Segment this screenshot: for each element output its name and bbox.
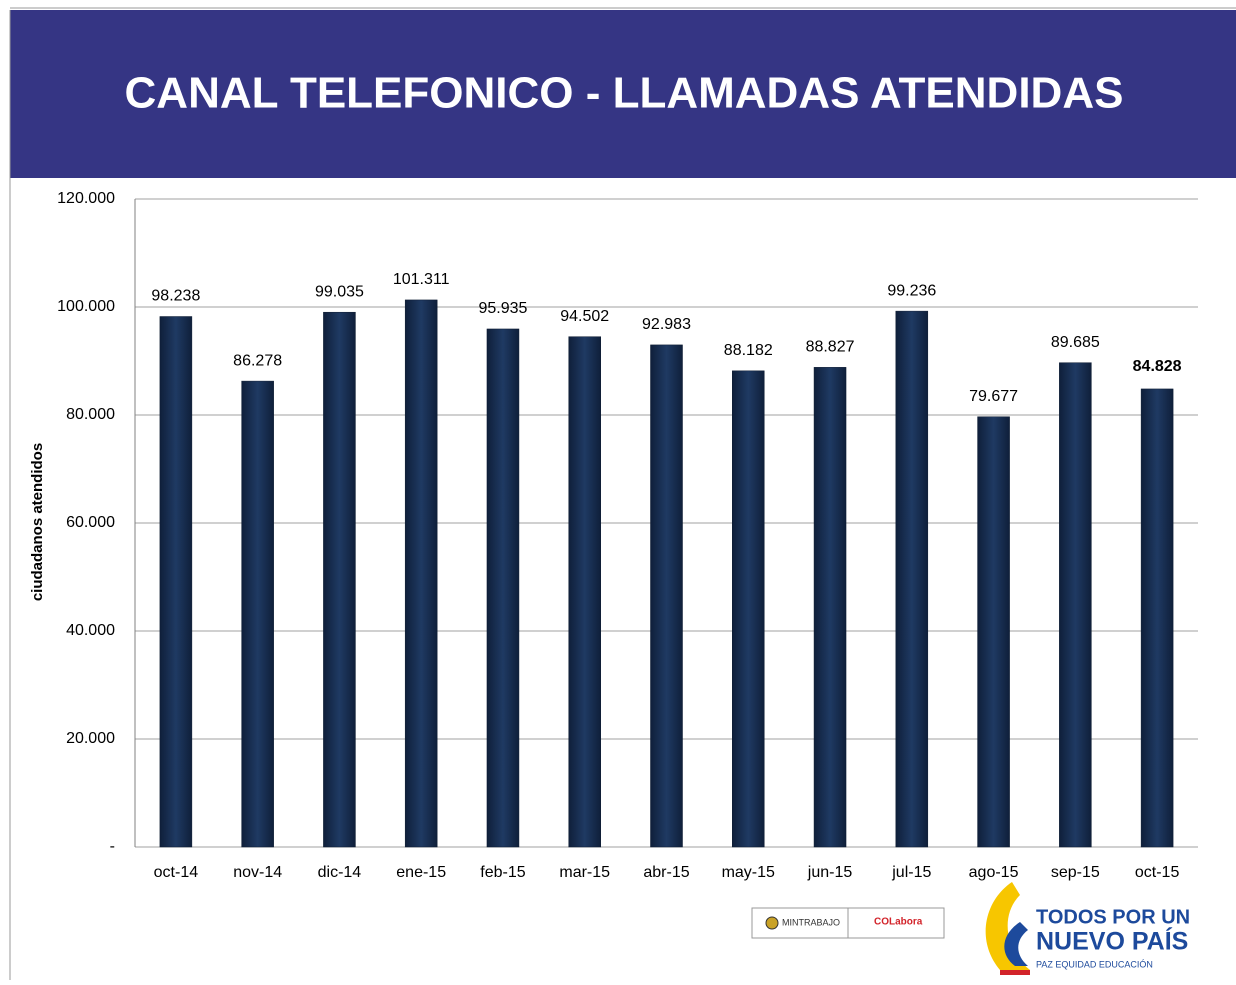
value-label: 101.311 — [393, 271, 450, 288]
value-label: 98.238 — [151, 288, 200, 305]
y-axis-title: ciudadanos atendidos — [29, 443, 46, 601]
bar — [1140, 388, 1174, 848]
value-label: 84.828 — [1133, 358, 1182, 375]
logo-text: TODOS POR UN — [1036, 906, 1190, 928]
value-label: 92.983 — [642, 316, 691, 333]
x-tick-label: oct-15 — [1135, 864, 1180, 881]
x-tick-label: abr-15 — [643, 864, 689, 881]
logo-box: MINTRABAJO COLabora — [751, 907, 945, 939]
bar — [895, 310, 929, 848]
header-band — [10, 10, 1236, 178]
bar — [323, 311, 356, 848]
country-logo: TODOS POR UN NUEVO PAÍS PAZ EQUIDAD EDUC… — [985, 882, 1190, 975]
x-tick-label: jul-15 — [891, 864, 931, 881]
bar — [486, 328, 520, 848]
x-tick-label: may-15 — [722, 864, 775, 881]
logo-text: COLabora — [874, 917, 923, 928]
y-tick-label: 40.000 — [66, 622, 115, 639]
y-tick-label: - — [110, 838, 115, 855]
bar — [404, 299, 438, 848]
x-tick-label: mar-15 — [559, 864, 610, 881]
bar — [159, 316, 193, 848]
y-tick-label: 100.000 — [57, 298, 115, 315]
bar — [732, 370, 765, 848]
x-tick-label: ago-15 — [969, 864, 1019, 881]
value-label: 79.677 — [969, 388, 1018, 405]
logo-text: MINTRABAJO — [782, 917, 840, 927]
chart-title: CANAL TELEFONICO - LLAMADAS ATENDIDAS — [125, 69, 1124, 118]
y-tick-label: 20.000 — [66, 730, 115, 747]
bar — [650, 344, 683, 848]
y-tick-label: 120.000 — [57, 190, 115, 207]
y-tick-label: 80.000 — [66, 406, 115, 423]
logo-text: PAZ EQUIDAD EDUCACIÓN — [1036, 959, 1153, 969]
value-label: 94.502 — [560, 308, 609, 325]
x-tick-label: dic-14 — [318, 864, 362, 881]
x-tick-label: jun-15 — [807, 864, 853, 881]
x-tick-label: sep-15 — [1051, 864, 1100, 881]
logo-text: NUEVO PAÍS — [1036, 927, 1188, 956]
x-tick-label: oct-14 — [154, 864, 199, 881]
x-tick-label: ene-15 — [396, 864, 446, 881]
x-tick-label: feb-15 — [480, 864, 525, 881]
y-tick-label: 60.000 — [66, 514, 115, 531]
value-label: 95.935 — [478, 300, 527, 317]
value-label: 99.236 — [887, 282, 936, 299]
value-label: 86.278 — [233, 352, 282, 369]
bar — [241, 380, 274, 848]
value-label: 89.685 — [1051, 334, 1100, 351]
bar — [977, 416, 1010, 848]
value-label: 88.182 — [724, 342, 773, 359]
value-label: 99.035 — [315, 283, 364, 300]
value-label: 88.827 — [806, 339, 855, 356]
x-tick-label: nov-14 — [233, 864, 282, 881]
bar — [813, 367, 847, 848]
bar — [1059, 362, 1092, 848]
bar — [568, 336, 601, 848]
